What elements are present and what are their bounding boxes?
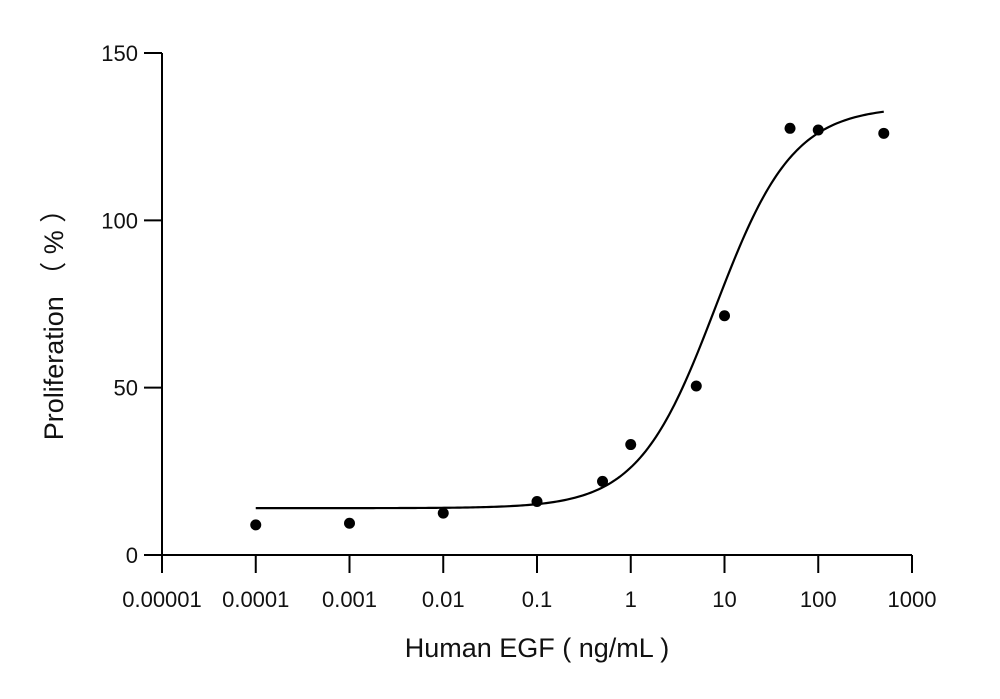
- x-tick-label: 1: [625, 587, 637, 612]
- fit-curve-group: [255, 110, 884, 510]
- data-point: [250, 519, 262, 531]
- y-tick-label: 150: [101, 41, 138, 66]
- data-point: [719, 310, 730, 322]
- data-point: [597, 475, 609, 487]
- y-axis-title: Proliferation （ % ）: [39, 196, 69, 441]
- data-point: [878, 127, 890, 139]
- data-points: [250, 122, 890, 531]
- x-tick-label: 100: [800, 587, 837, 612]
- x-tick-label: 0.0001: [222, 587, 289, 612]
- x-tick-label: 0.00001: [122, 587, 202, 612]
- x-axis-title: Human EGF ( ng/mL ): [405, 633, 670, 663]
- x-tick-label: 1000: [888, 587, 937, 612]
- data-point: [531, 495, 543, 507]
- data-point: [344, 517, 355, 529]
- y-tick-label: 100: [101, 208, 138, 233]
- data-point: [784, 122, 796, 134]
- x-tick-label: 0.1: [522, 587, 553, 612]
- data-point: [437, 507, 449, 519]
- x-tick-label: 0.001: [322, 587, 377, 612]
- y-tick-label: 0: [126, 543, 138, 568]
- data-point: [812, 124, 824, 136]
- data-point: [625, 439, 637, 451]
- y-tick-label: 50: [114, 376, 138, 401]
- axes: 0 50 100 150 0.00001 0.0001 0.001 0.01 0.1 1 10 100…: [101, 41, 936, 612]
- x-tick-label: 0.01: [422, 587, 465, 612]
- data-point: [690, 380, 702, 392]
- fit-curve: [255, 110, 884, 510]
- x-tick-label: 10: [712, 587, 736, 612]
